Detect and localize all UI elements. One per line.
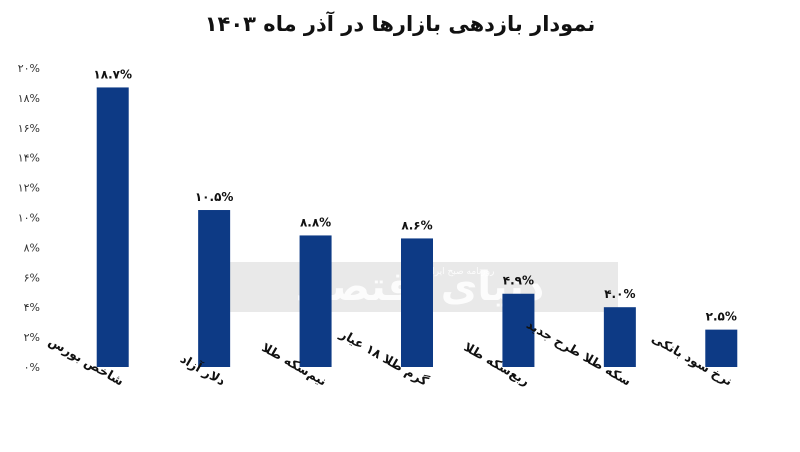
y-tick-label: ۴%: [24, 301, 40, 314]
bar: [705, 329, 738, 367]
y-tick-label: ۸%: [24, 241, 40, 254]
data-label: ۱۸.۷%: [93, 67, 132, 81]
watermark-tagline: روزنامه صبح ایران: [426, 267, 495, 277]
bars: [96, 87, 738, 367]
bar: [603, 307, 636, 367]
y-tick-label: ۶%: [24, 271, 40, 284]
data-label: ۸.۸%: [300, 215, 331, 229]
y-axis: ۰% ۲% ۴% ۶% ۸% ۱۰% ۱۲% ۱۴% ۱۶% ۱۸% ۲۰%: [18, 62, 40, 374]
bar: [198, 210, 231, 367]
bar: [299, 235, 332, 367]
data-labels: ۱۸.۷% ۱۰.۵% ۸.۸% ۸.۶% ۴.۹% ۴.۰% ۲.۵%: [93, 67, 736, 323]
y-tick-label: ۱۴%: [18, 152, 40, 165]
data-label: ۲.۵%: [706, 310, 737, 324]
y-tick-label: ۲%: [24, 331, 40, 344]
y-tick-label: ۱۰%: [18, 212, 40, 225]
data-label: ۴.۰%: [604, 287, 635, 301]
data-label: ۸.۶%: [401, 218, 432, 232]
bar: [401, 238, 433, 367]
data-label: ۱۰.۵%: [195, 190, 234, 204]
bar: [96, 87, 129, 367]
y-tick-label: ۱۸%: [18, 92, 40, 105]
y-tick-label: ۱۶%: [18, 122, 40, 135]
y-tick-label: ۰%: [24, 361, 40, 374]
y-tick-label: ۲۰%: [18, 62, 40, 75]
data-label: ۴.۹%: [503, 274, 534, 288]
chart-title: نمودار بازدهی بازارها در آذر ماه ۱۴۰۳: [204, 12, 596, 36]
bar: [502, 293, 535, 367]
y-tick-label: ۱۲%: [18, 182, 40, 195]
